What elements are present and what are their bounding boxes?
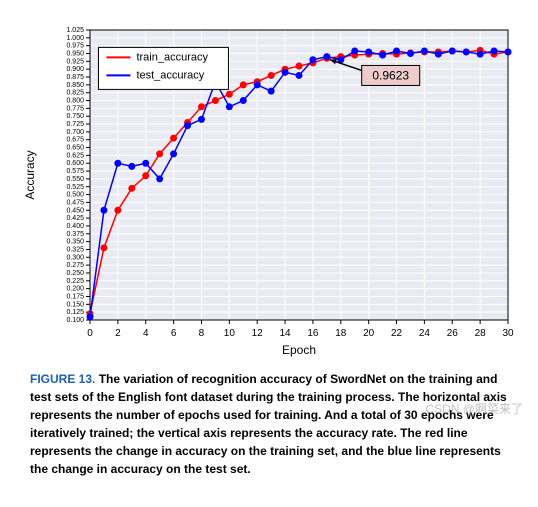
svg-text:0.625: 0.625 bbox=[66, 152, 84, 159]
svg-text:0.425: 0.425 bbox=[66, 215, 84, 222]
svg-text:0.700: 0.700 bbox=[66, 129, 84, 136]
svg-text:0.375: 0.375 bbox=[66, 231, 84, 238]
svg-text:0.325: 0.325 bbox=[66, 246, 84, 253]
figure-label: FIGURE 13. bbox=[30, 372, 95, 386]
svg-text:0.100: 0.100 bbox=[66, 317, 84, 324]
svg-text:0.450: 0.450 bbox=[66, 207, 84, 214]
figure-caption: FIGURE 13. The variation of recognition … bbox=[20, 370, 518, 478]
svg-text:0.875: 0.875 bbox=[66, 74, 84, 81]
accuracy-chart: 0.1000.1250.1500.1750.2000.2250.2500.275… bbox=[20, 20, 518, 360]
svg-text:0.125: 0.125 bbox=[66, 309, 84, 316]
svg-text:0.400: 0.400 bbox=[66, 223, 84, 230]
svg-text:0.975: 0.975 bbox=[66, 43, 84, 50]
svg-text:0.725: 0.725 bbox=[66, 121, 84, 128]
svg-text:6: 6 bbox=[171, 328, 177, 339]
svg-text:1.025: 1.025 bbox=[66, 27, 84, 34]
svg-text:16: 16 bbox=[307, 328, 319, 339]
svg-text:0.350: 0.350 bbox=[66, 239, 84, 246]
svg-text:0.300: 0.300 bbox=[66, 254, 84, 261]
svg-text:0.900: 0.900 bbox=[66, 66, 84, 73]
svg-text:0.925: 0.925 bbox=[66, 58, 84, 65]
figure-caption-text: The variation of recognition accuracy of… bbox=[30, 372, 507, 476]
svg-text:12: 12 bbox=[252, 328, 264, 339]
svg-text:Accuracy: Accuracy bbox=[23, 150, 37, 199]
svg-text:0.650: 0.650 bbox=[66, 145, 84, 152]
svg-text:0.825: 0.825 bbox=[66, 90, 84, 97]
svg-text:0.525: 0.525 bbox=[66, 184, 84, 191]
svg-text:28: 28 bbox=[475, 328, 487, 339]
svg-text:train_accuracy: train_accuracy bbox=[136, 51, 208, 63]
svg-text:0.600: 0.600 bbox=[66, 160, 84, 167]
svg-text:0.500: 0.500 bbox=[66, 192, 84, 199]
svg-text:2: 2 bbox=[115, 328, 121, 339]
svg-text:0.750: 0.750 bbox=[66, 113, 84, 120]
svg-text:0.275: 0.275 bbox=[66, 262, 84, 269]
svg-text:10: 10 bbox=[224, 328, 236, 339]
svg-text:0.475: 0.475 bbox=[66, 199, 84, 206]
svg-text:0: 0 bbox=[87, 328, 93, 339]
svg-text:18: 18 bbox=[335, 328, 347, 339]
svg-text:14: 14 bbox=[280, 328, 292, 339]
svg-text:0.175: 0.175 bbox=[66, 293, 84, 300]
svg-text:0.850: 0.850 bbox=[66, 82, 84, 89]
svg-text:8: 8 bbox=[199, 328, 205, 339]
svg-text:24: 24 bbox=[419, 328, 431, 339]
svg-text:20: 20 bbox=[363, 328, 375, 339]
svg-text:test_accuracy: test_accuracy bbox=[136, 69, 204, 81]
svg-text:0.225: 0.225 bbox=[66, 278, 84, 285]
svg-text:0.775: 0.775 bbox=[66, 105, 84, 112]
svg-text:0.200: 0.200 bbox=[66, 286, 84, 293]
svg-text:0.150: 0.150 bbox=[66, 301, 84, 308]
watermark-text: CSDN @啊菜来了 bbox=[425, 400, 523, 417]
svg-text:0.250: 0.250 bbox=[66, 270, 84, 277]
svg-text:1.000: 1.000 bbox=[66, 35, 84, 42]
chart-svg: 0.1000.1250.1500.1750.2000.2250.2500.275… bbox=[20, 20, 518, 360]
svg-text:0.9623: 0.9623 bbox=[372, 68, 409, 82]
svg-text:0.675: 0.675 bbox=[66, 137, 84, 144]
svg-text:0.550: 0.550 bbox=[66, 176, 84, 183]
svg-text:0.575: 0.575 bbox=[66, 168, 84, 175]
svg-text:22: 22 bbox=[391, 328, 403, 339]
svg-text:Epoch: Epoch bbox=[282, 343, 316, 357]
svg-text:0.800: 0.800 bbox=[66, 98, 84, 105]
svg-text:4: 4 bbox=[143, 328, 149, 339]
svg-text:0.950: 0.950 bbox=[66, 51, 84, 58]
svg-text:30: 30 bbox=[502, 328, 514, 339]
svg-text:26: 26 bbox=[447, 328, 459, 339]
